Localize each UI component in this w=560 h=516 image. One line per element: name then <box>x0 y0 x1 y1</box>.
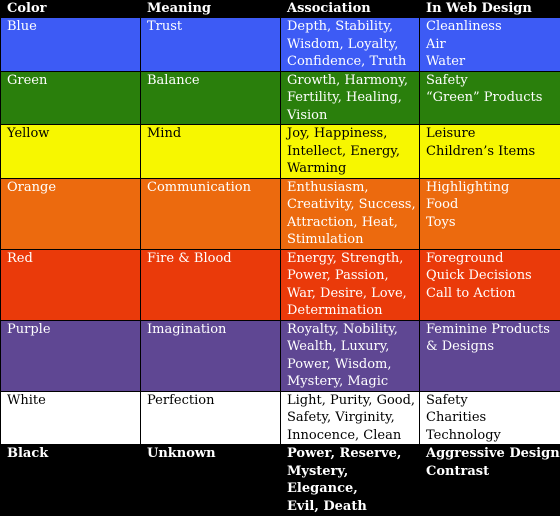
cell-meaning: Mind <box>141 125 281 179</box>
header-color: Color <box>1 1 141 18</box>
cell-web-design: Safety “Green” Products <box>420 71 560 125</box>
header-association: Association <box>281 1 420 18</box>
cell-web-design: Highlighting Food Toys <box>420 178 560 249</box>
cell-color: Black <box>1 445 141 516</box>
cell-color: White <box>1 391 141 445</box>
cell-meaning: Fire & Blood <box>141 249 281 320</box>
cell-color: Purple <box>1 320 141 391</box>
cell-color: Orange <box>1 178 141 249</box>
cell-meaning: Communication <box>141 178 281 249</box>
cell-association: Light, Purity, Good, Safety, Virginity, … <box>281 391 420 445</box>
cell-association: Royalty, Nobility, Wealth, Luxury, Power… <box>281 320 420 391</box>
cell-web-design: Feminine Products & Designs <box>420 320 560 391</box>
row-blue: Blue Trust Depth, Stability, Wisdom, Loy… <box>1 18 560 72</box>
row-orange: Orange Communication Enthusiasm, Creativ… <box>1 178 560 249</box>
row-purple: Purple Imagination Royalty, Nobility, We… <box>1 320 560 391</box>
cell-meaning: Balance <box>141 71 281 125</box>
header-meaning: Meaning <box>141 1 281 18</box>
cell-web-design: Foreground Quick Decisions Call to Actio… <box>420 249 560 320</box>
cell-association: Joy, Happiness, Intellect, Energy, Warmi… <box>281 125 420 179</box>
cell-meaning: Imagination <box>141 320 281 391</box>
cell-color: Green <box>1 71 141 125</box>
row-yellow: Yellow Mind Joy, Happiness, Intellect, E… <box>1 125 560 179</box>
row-black: Black Unknown Power, Reserve, Mystery, E… <box>1 445 560 516</box>
cell-color: Blue <box>1 18 141 72</box>
cell-association: Enthusiasm, Creativity, Success, Attract… <box>281 178 420 249</box>
cell-association: Depth, Stability, Wisdom, Loyalty, Confi… <box>281 18 420 72</box>
cell-web-design: Cleanliness Air Water <box>420 18 560 72</box>
cell-color: Red <box>1 249 141 320</box>
cell-association: Growth, Harmony, Fertility, Healing, Vis… <box>281 71 420 125</box>
cell-meaning: Trust <box>141 18 281 72</box>
header-row: Color Meaning Association In Web Design <box>1 1 560 18</box>
cell-web-design: Aggressive Design Contrast <box>420 445 560 516</box>
cell-web-design: Safety Charities Technology <box>420 391 560 445</box>
row-green: Green Balance Growth, Harmony, Fertility… <box>1 71 560 125</box>
row-white: White Perfection Light, Purity, Good, Sa… <box>1 391 560 445</box>
row-red: Red Fire & Blood Energy, Strength, Power… <box>1 249 560 320</box>
cell-association: Power, Reserve, Mystery, Elegance, Evil,… <box>281 445 420 516</box>
cell-color: Yellow <box>1 125 141 179</box>
header-web-design: In Web Design <box>420 1 560 18</box>
cell-web-design: Leisure Children’s Items <box>420 125 560 179</box>
cell-meaning: Perfection <box>141 391 281 445</box>
cell-association: Energy, Strength, Power, Passion, War, D… <box>281 249 420 320</box>
cell-meaning: Unknown <box>141 445 281 516</box>
